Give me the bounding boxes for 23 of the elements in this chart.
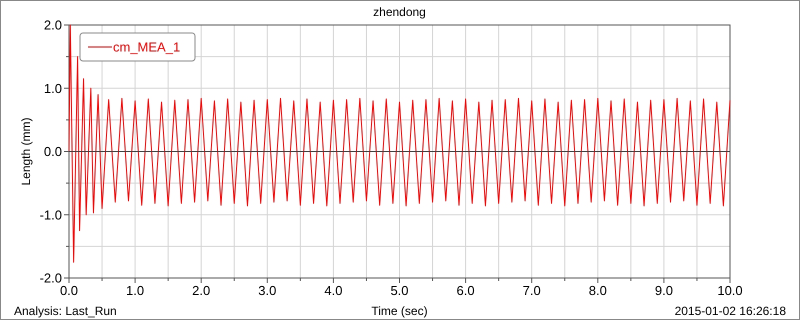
x-tick-label: 4.0 xyxy=(324,283,342,298)
y-tick-label: -1.0 xyxy=(40,207,62,222)
x-tick-label: 1.0 xyxy=(126,283,144,298)
x-tick-label: 10.0 xyxy=(717,283,743,298)
text: 2015-01-02 16:26:18 xyxy=(674,304,786,318)
y-tick-label: -2.0 xyxy=(40,270,62,286)
y-tick-label: 1.0 xyxy=(44,80,62,96)
x-axis-title: Time (sec) xyxy=(371,304,428,318)
y-tick-label: 2.0 xyxy=(44,18,62,33)
y-axis-title: Length (mm) xyxy=(19,117,33,186)
x-tick-label: 7.0 xyxy=(522,283,541,298)
legend-label: cm_MEA_1 xyxy=(113,40,180,55)
chart-title: zhendong xyxy=(373,5,426,19)
x-tick-label: 5.0 xyxy=(390,283,409,298)
x-tick-label: 0.0 xyxy=(60,283,78,298)
x-tick-label: 9.0 xyxy=(654,283,673,298)
x-tick-label: 8.0 xyxy=(588,283,607,298)
x-tick-label: 6.0 xyxy=(456,283,475,298)
y-tick-label: 0.0 xyxy=(44,144,62,160)
line-series xyxy=(68,24,730,263)
x-tick-label: 3.0 xyxy=(258,283,276,298)
x-tick-label: 2.0 xyxy=(192,283,210,298)
text: Analysis: Last_Run xyxy=(14,304,117,318)
